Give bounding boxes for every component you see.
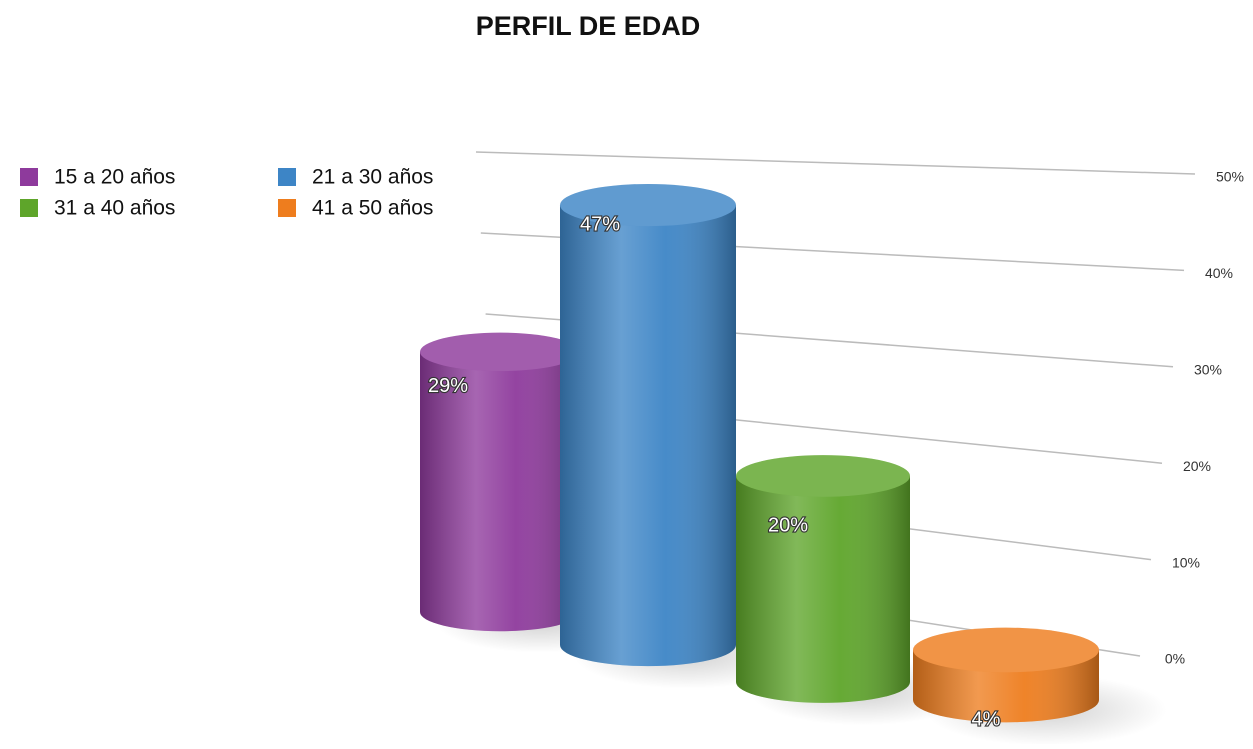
grid-line	[475, 151, 1196, 175]
y-tick-label: 0%	[1165, 651, 1185, 667]
legend-label: 15 a 20 años	[54, 166, 175, 189]
bar-shading	[736, 476, 910, 703]
bar-top-highlight	[420, 332, 580, 372]
legend-swatch	[20, 168, 38, 186]
data-label: 29%	[428, 375, 468, 397]
legend-label: 31 a 40 años	[54, 197, 175, 220]
bar-top	[420, 332, 580, 372]
legend-swatch	[20, 199, 38, 217]
legend-swatch	[278, 168, 296, 186]
legend-label: 21 a 30 años	[312, 166, 433, 189]
legend-label: 41 a 50 años	[312, 197, 433, 220]
bar-top-highlight	[736, 455, 910, 497]
y-tick-label: 10%	[1172, 554, 1200, 570]
y-tick-label: 40%	[1205, 265, 1233, 281]
bar-top	[736, 455, 910, 497]
bar-top-highlight	[560, 183, 736, 227]
y-tick-label: 50%	[1216, 169, 1244, 185]
chart-title: PERFIL DE EDAD	[476, 11, 701, 41]
bar-top	[560, 183, 736, 227]
cylinder	[420, 332, 644, 653]
data-label: 20%	[768, 514, 808, 536]
cylinder	[560, 183, 803, 689]
y-tick-label: 30%	[1194, 362, 1222, 378]
data-label: 4%	[972, 708, 1001, 730]
bar-top-highlight	[913, 627, 1099, 673]
bar-shading	[560, 205, 737, 667]
bar-shading	[420, 351, 580, 632]
cylinder	[736, 455, 977, 726]
cylinder	[913, 627, 1167, 746]
bar-top	[913, 627, 1099, 673]
data-label: 47%	[580, 213, 620, 235]
y-tick-label: 20%	[1183, 458, 1211, 474]
legend-swatch	[278, 199, 296, 217]
